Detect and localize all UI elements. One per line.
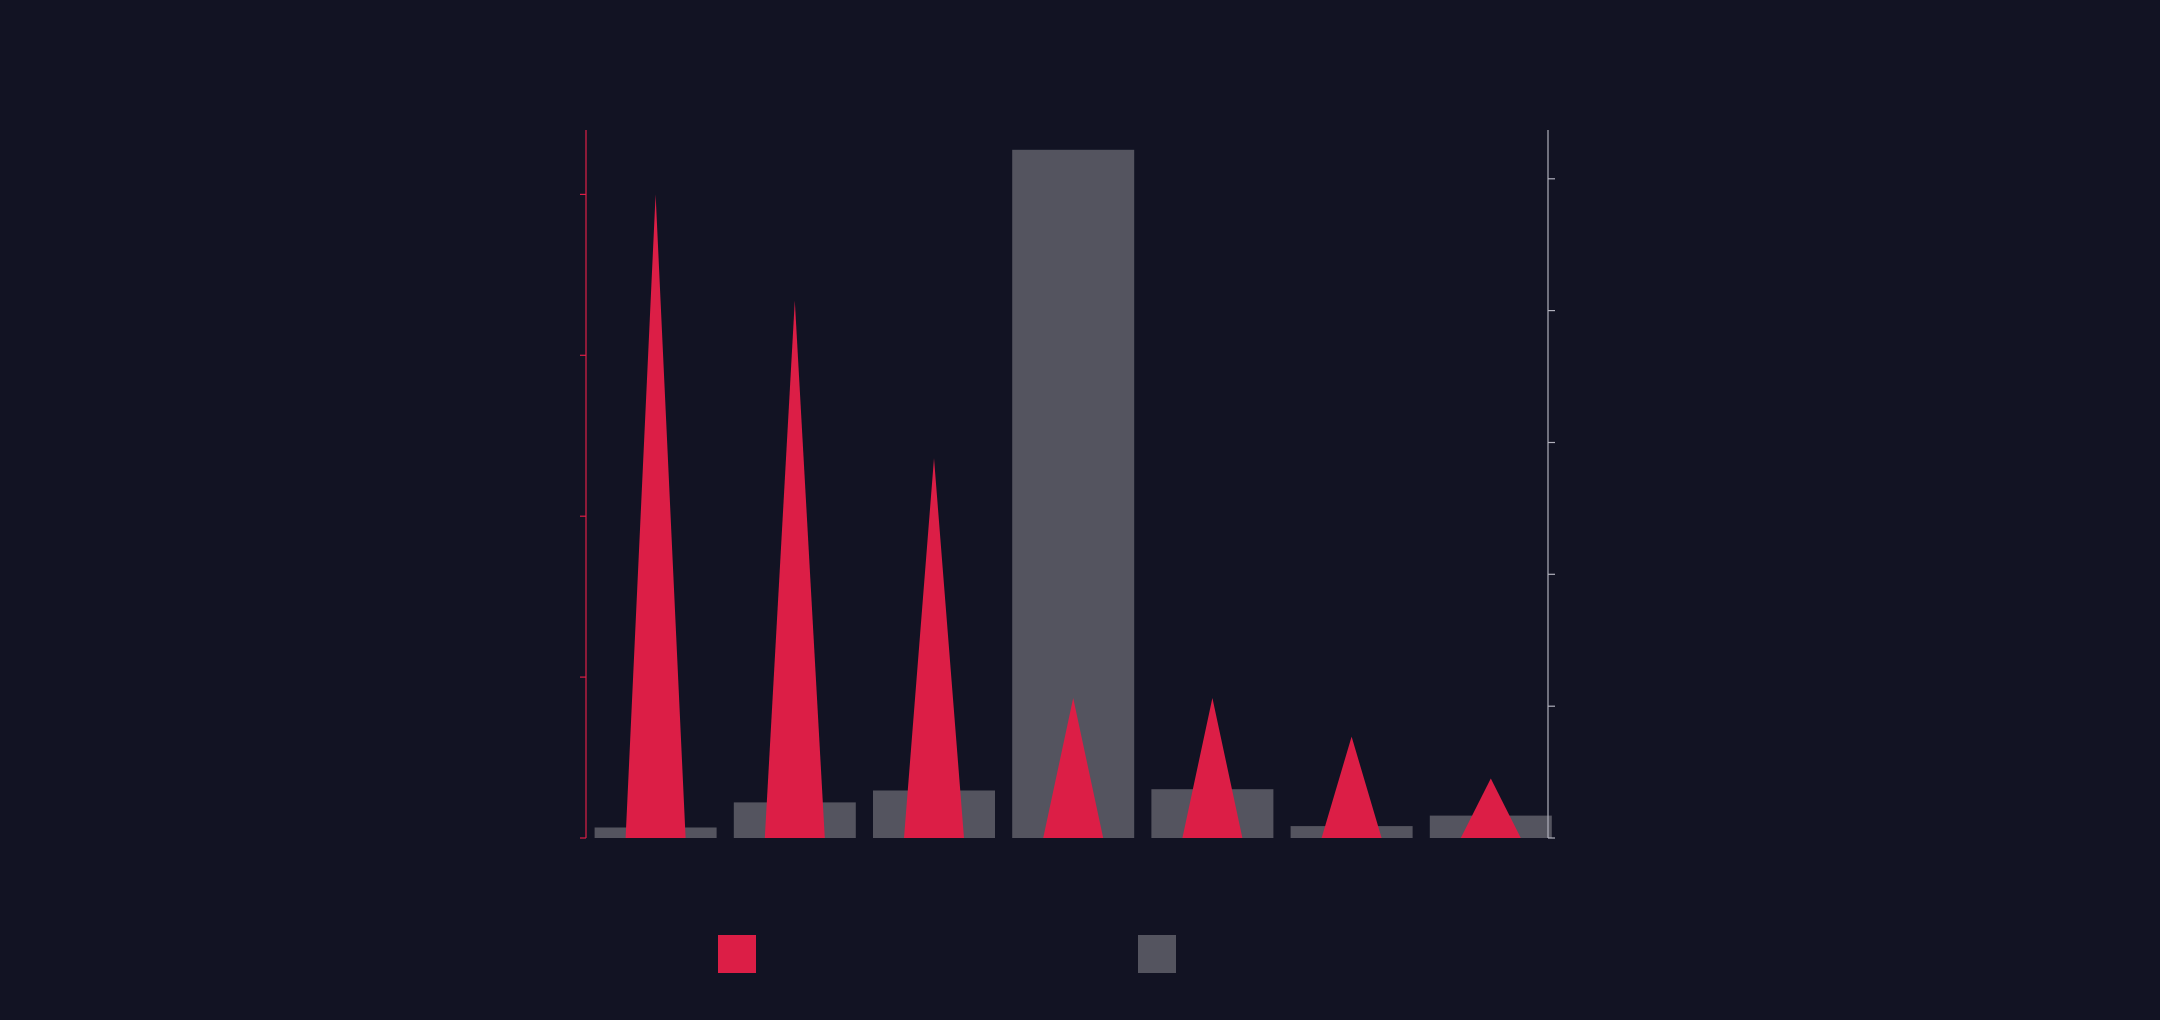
spike-red-3 <box>1043 698 1104 838</box>
spike-red-6 <box>1460 778 1521 838</box>
spike-red-5 <box>1321 736 1382 838</box>
spike-red-4 <box>1182 698 1243 838</box>
legend-swatch-0 <box>718 935 756 973</box>
legend-swatch-1 <box>1138 935 1176 973</box>
spike-red-1 <box>764 300 825 839</box>
spike-red-2 <box>904 458 964 838</box>
spike-red-0 <box>625 194 686 838</box>
